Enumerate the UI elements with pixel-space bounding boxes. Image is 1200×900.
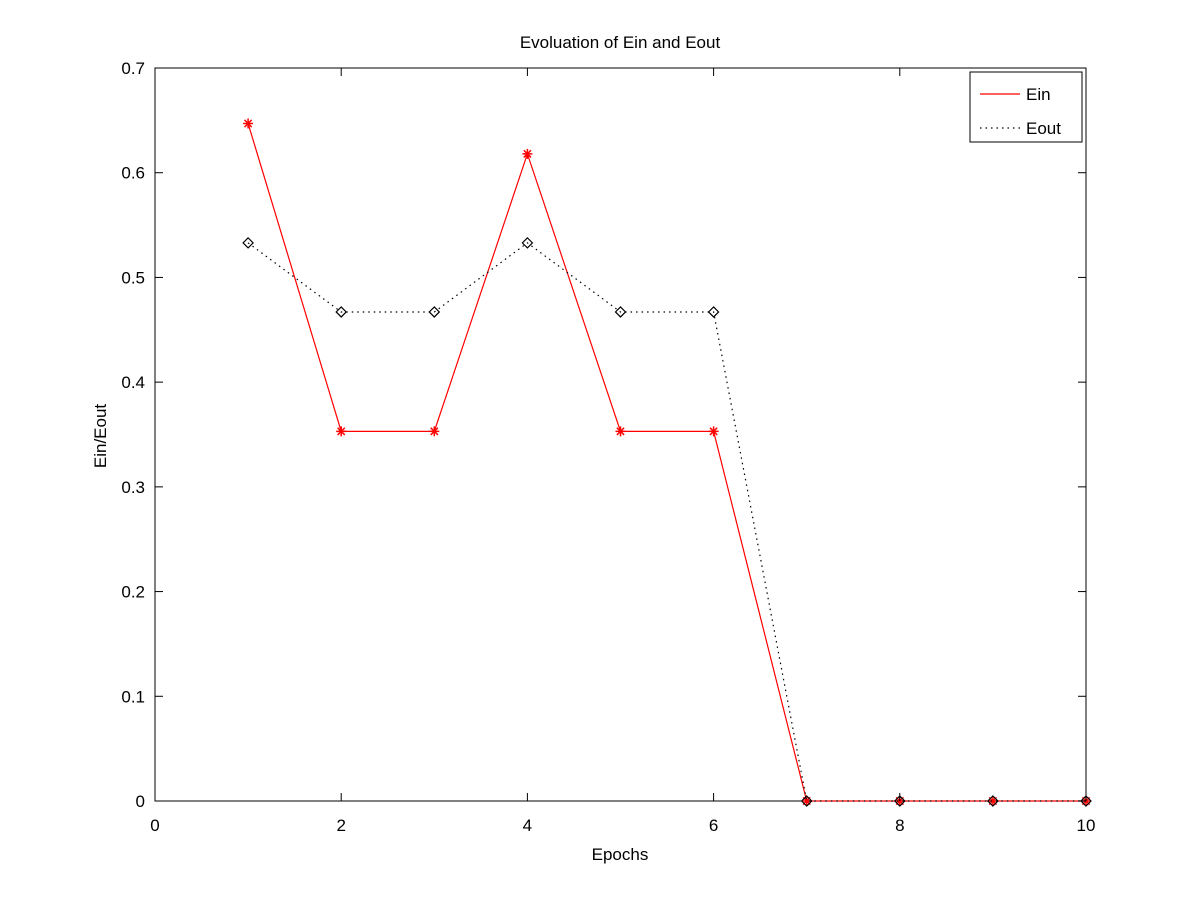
y-tick-label: 0.3 [121,478,145,497]
x-tick-label: 6 [709,816,718,835]
chart-title: Evoluation of Ein and Eout [520,33,721,52]
x-tick-label: 4 [523,816,532,835]
data-point-eout [800,795,813,807]
data-point-eout [242,237,254,249]
data-point-eout [1080,795,1092,807]
y-tick-label: 0.5 [121,268,145,287]
data-point-eout [893,795,906,807]
y-tick-label: 0.2 [121,583,145,602]
data-point-eout [987,795,999,807]
series-line-ein [247,123,1086,802]
y-axis-label: Ein/Eout [91,404,110,469]
plot-frame [154,67,1087,802]
y-tick-label: 0.7 [121,59,145,78]
x-tick-label: 8 [895,816,904,835]
data-point-ein [615,426,626,437]
data-point-eout [707,306,720,318]
data-point-ein [708,426,719,437]
data-point-eout [521,237,534,249]
data-point-ein [243,118,254,129]
y-tick-label: 0.4 [121,373,145,392]
data-point-eout [428,306,441,318]
data-point-eout [614,306,627,318]
x-tick-label: 10 [1077,816,1096,835]
data-point-ein [336,426,347,437]
x-tick-label: 0 [150,816,159,835]
data-point-ein [522,148,533,159]
data-point-eout [335,306,348,318]
legend-box [969,71,1083,143]
axis-ticks: 0 2 4 6 8 10 0 0.1 0.2 0.3 0.4 0.5 0.6 0.7 [121,59,1095,835]
y-tick-label: 0.6 [121,164,145,183]
data-point-ein [429,426,440,437]
x-axis-label: Epochs [592,845,649,864]
plot-area [154,67,1092,807]
legend-label-eout: Eout [1026,119,1061,138]
series-line-eout [247,242,1086,802]
y-tick-label: 0.1 [121,687,145,706]
legend-label-ein: Ein [1026,85,1051,104]
y-tick-label: 0 [136,792,145,811]
x-tick-label: 2 [336,816,345,835]
legend: Ein Eout [969,71,1083,143]
